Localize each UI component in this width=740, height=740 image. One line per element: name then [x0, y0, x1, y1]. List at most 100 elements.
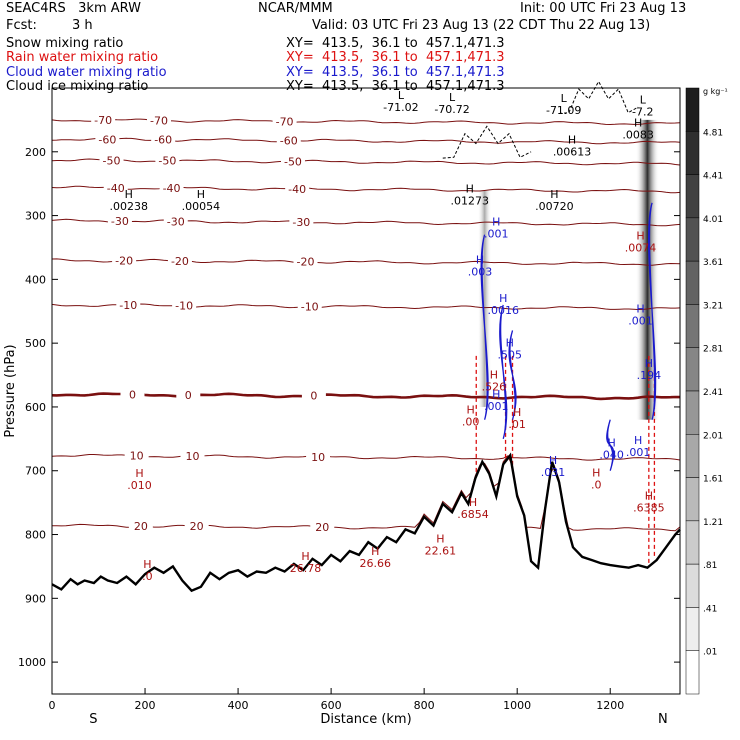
- isotherm-label-bg: [310, 521, 335, 533]
- x-tick-label: 1200: [596, 699, 624, 712]
- isotherm-label-bg: [91, 114, 116, 126]
- isotherm-label: -30: [292, 216, 310, 229]
- south-label: S: [89, 712, 97, 727]
- isotherm-label-bg: [128, 519, 153, 531]
- extremum-marker: H: [636, 229, 644, 242]
- extremum-value: 26.66: [360, 557, 392, 570]
- cloud-ice-contour: [442, 125, 532, 159]
- extremum-value: .00: [462, 415, 480, 428]
- isotherm-label: -70: [150, 115, 168, 128]
- x-tick-label: 600: [321, 699, 342, 712]
- extremum-marker: H: [499, 292, 507, 305]
- extremum-value: .0016: [487, 304, 519, 317]
- snow-plume-mid: [477, 190, 492, 407]
- color-scale-tick: .81: [703, 561, 717, 571]
- isotherm-label-bg: [112, 254, 137, 266]
- extremum-value: .00720: [535, 200, 574, 213]
- cloud-water-contour: [499, 304, 508, 440]
- y-tick-label: 200: [25, 146, 46, 159]
- isotherm-label: 20: [315, 521, 329, 534]
- color-scale-tick: 2.01: [703, 431, 723, 441]
- cloud-water-contour: [647, 202, 657, 420]
- temperature-contours: -70 -70 -70 -60 -60 -60 -50 -50 -50 -40 -40 -40 -30 -…: [51, 114, 681, 534]
- isotherm-label: -70: [94, 114, 112, 127]
- isotherm-label-bg: [124, 449, 149, 461]
- extremum-value: .0: [142, 570, 153, 583]
- color-scale-tick: 3.61: [703, 258, 723, 268]
- extremum-value: .01273: [450, 195, 489, 208]
- terrain-profile: [51, 452, 681, 593]
- isotherm-label: -60: [98, 133, 116, 146]
- extremum-value: -7.2: [632, 105, 653, 118]
- color-scale-cell: [685, 607, 700, 651]
- isotherm-label: -10: [119, 299, 137, 312]
- extremum-value: .031: [541, 466, 566, 479]
- init-time: Init: 00 UTC Fri 23 Aug 13: [520, 1, 687, 16]
- plot-frame: [51, 87, 681, 695]
- extremum-value: .6854: [457, 508, 489, 521]
- color-scale-cell: [685, 304, 700, 348]
- cloud-ice-contour: [559, 80, 639, 115]
- color-scale-cell: [685, 650, 700, 695]
- color-scale-tick: 2.41: [703, 388, 723, 398]
- y-tick-label: 600: [25, 401, 46, 414]
- color-scale-cell: [685, 87, 700, 132]
- color-scale-cell: [685, 563, 700, 608]
- extremum-value: .003: [468, 266, 493, 279]
- x-tick-label: 1000: [503, 699, 531, 712]
- extremum-value: .01: [508, 418, 526, 431]
- extremum-marker: H: [467, 403, 475, 416]
- extremum-marker: L: [640, 93, 647, 106]
- extremum-marker: L: [449, 91, 456, 104]
- extremum-marker: H: [301, 550, 309, 563]
- extremum-marker: H: [125, 188, 133, 201]
- extremum-marker: H: [549, 454, 557, 467]
- extremum-marker: H: [592, 467, 600, 480]
- isotherm-line: [51, 137, 681, 145]
- color-scale-tick: 2.81: [703, 345, 723, 355]
- color-scale-cell: [685, 347, 700, 392]
- color-scale-tick: .41: [703, 604, 717, 614]
- color-scale-tick: 4.41: [703, 172, 723, 182]
- isotherm-label: -20: [171, 255, 189, 268]
- color-scale-cell: [685, 520, 700, 565]
- field-xy-cloud-ice: XY= 413.5, 36.1 to 457.1,471.3: [286, 79, 505, 94]
- cloud-water-contour: [606, 419, 615, 471]
- isotherm-label-bg: [172, 299, 197, 311]
- color-scale-tick: .01: [703, 648, 717, 658]
- isotherm-label: -40: [107, 182, 125, 195]
- extremum-value: .505: [497, 348, 522, 361]
- extremum-value: -71.02: [383, 101, 418, 114]
- isotherm-label: 20: [134, 520, 148, 533]
- isotherm-label-bg: [301, 389, 326, 401]
- snow-shading: [477, 119, 660, 420]
- color-scale-cell: [685, 174, 700, 219]
- isotherm-label: -40: [288, 183, 306, 196]
- isotherm-line: [51, 258, 681, 266]
- extremum-value: .526: [482, 380, 507, 393]
- extremum-marker: H: [476, 254, 484, 267]
- color-scale-tick: 4.81: [703, 128, 723, 138]
- isotherm-label: -50: [284, 155, 302, 168]
- forecast-hours: 3 h: [72, 18, 93, 33]
- extremum-value: .0074: [625, 241, 657, 254]
- isotherm-line: [51, 118, 681, 126]
- isotherm-label-bg: [293, 255, 318, 267]
- field-label-snow: Snow mixing ratio: [6, 36, 124, 51]
- isotherm-label: 0: [185, 389, 192, 402]
- color-scale-tick: 3.21: [703, 301, 723, 311]
- extremum-marker: H: [645, 357, 653, 370]
- extremum-value: .194: [637, 369, 662, 382]
- isotherm-label-bg: [120, 388, 145, 400]
- org-label: NCAR/MMM: [258, 1, 333, 16]
- x-tick-label: 0: [49, 699, 56, 712]
- extremum-marker: H: [490, 368, 498, 381]
- color-scale-tick: 4.01: [703, 215, 723, 225]
- y-axis-title: Pressure (hPa): [3, 344, 18, 437]
- isotherm-label-bg: [155, 154, 180, 166]
- valid-time: Valid: 03 UTC Fri 23 Aug 13 (22 CDT Thu …: [312, 18, 651, 33]
- isotherm-label: 20: [190, 520, 204, 533]
- extremum-marker: H: [436, 532, 444, 545]
- extremum-marker: L: [561, 92, 568, 105]
